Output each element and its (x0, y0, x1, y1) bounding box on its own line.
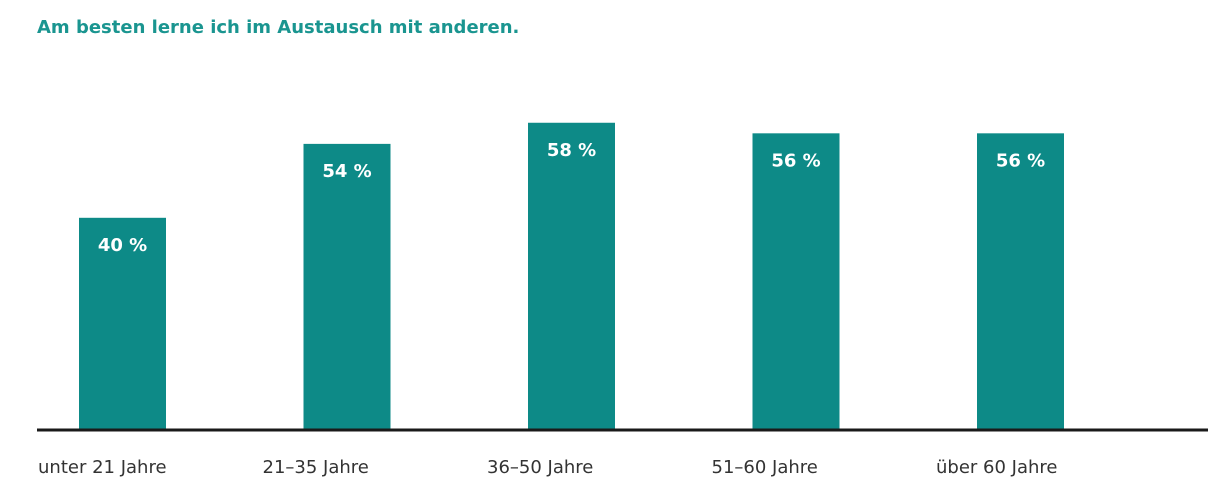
bar (977, 133, 1064, 429)
x-tick-label: 21–35 Jahre (263, 457, 369, 478)
bar-value-label: 54 % (322, 161, 371, 182)
bar-value-label: 40 % (98, 235, 147, 256)
x-tick-label: 51–60 Jahre (712, 457, 818, 478)
bar-value-label: 58 % (547, 140, 596, 161)
bar-value-label: 56 % (996, 150, 1045, 171)
x-tick-label: 36–50 Jahre (487, 457, 593, 478)
x-tick-label: über 60 Jahre (936, 457, 1057, 478)
bar (752, 133, 840, 429)
x-tick-label: unter 21 Jahre (38, 457, 167, 478)
bar (79, 217, 166, 429)
chart-title: Am besten lerne ich im Austausch mit and… (37, 17, 520, 38)
bar (528, 122, 615, 429)
bar (303, 143, 391, 429)
bar-value-label: 56 % (771, 150, 820, 171)
